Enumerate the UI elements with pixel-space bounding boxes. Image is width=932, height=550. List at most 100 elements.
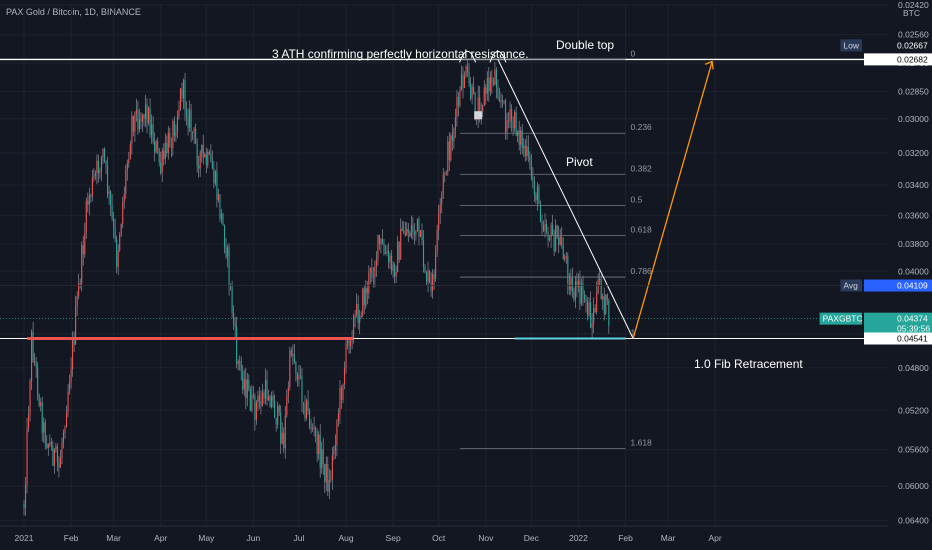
candle-body [541,222,543,226]
candle-body [518,130,520,145]
time-axis-tick: Mar [106,533,121,543]
candle-body [447,141,449,173]
candle-body [460,74,463,90]
candle-body [75,306,77,345]
candle-body [78,283,80,297]
candle-body [359,315,361,323]
time-axis-background [0,526,932,550]
candle-body [606,294,608,301]
candle-body [412,225,414,232]
candle-body [148,107,150,123]
candle-body [79,283,81,285]
candle-body [35,361,37,368]
candle-body [386,251,388,254]
candle-body [418,218,420,237]
candle-body [436,229,438,252]
candle-body [457,96,459,106]
candle-body [190,109,192,132]
candle-body [122,202,124,224]
candle-body [100,157,103,172]
candle-body [501,100,504,102]
candle-body [237,361,239,365]
candle-body [58,462,60,468]
candle-body [442,174,444,195]
candle-body [199,152,201,169]
candle-body [576,281,578,288]
candle-body [538,186,540,205]
candle-body [568,283,570,291]
candle-body [381,239,384,244]
candle-body [439,204,441,213]
candle-body [403,230,405,233]
candle-body [179,88,182,110]
candle-body [298,375,300,380]
candle-body [93,176,95,178]
candle-body [565,255,567,257]
candle-body [176,116,178,133]
candle-body [368,272,370,294]
annotation-double-top: Double top [556,38,614,52]
candle-body [226,247,229,257]
candle-body [445,172,447,174]
candle-body [466,66,469,72]
candle-body [547,232,549,241]
price-axis-background [888,0,932,550]
candle-body [213,168,215,184]
candle-body [252,394,254,396]
candle-body [248,379,250,390]
candle-body [135,110,137,114]
candle-body [164,142,166,160]
candle-body [302,402,305,405]
candle-body [585,299,587,302]
descending-trendline [497,59,634,339]
candle-body [222,213,224,226]
time-axis-tick: Apr [154,533,167,543]
candle-body [380,239,382,244]
candle-body [264,379,267,399]
candle-body [231,286,233,313]
candle-body [583,294,586,300]
candle-body [299,375,302,377]
candle-body [571,277,573,292]
candle-body [126,163,128,170]
price-axis-tick: 0.03600 [898,210,929,220]
candles [23,60,610,516]
candle-body [430,282,432,292]
candle-body [196,143,198,166]
candle-body [324,463,326,483]
candle-body [266,379,268,401]
candle-body [90,195,92,197]
candle-body [290,350,292,356]
candle-body [444,173,446,175]
candle-body [214,171,216,184]
candle-body [123,194,125,203]
candle-body [450,135,452,161]
candle-body [137,110,139,130]
candle-body [255,402,257,420]
candle-body [398,241,400,260]
candle-body [511,109,513,122]
candle-body [114,227,116,239]
candle-body [125,169,127,195]
candle-body [448,141,450,161]
candle-body [579,280,581,304]
candle-body [536,186,538,201]
price-label-tag: Low [843,40,859,50]
candle-body [384,253,387,255]
candle-body [553,234,555,252]
candle-body [102,148,104,158]
candle-body [103,148,106,162]
candle-body [570,277,572,291]
candle-body [73,338,75,345]
price-label-tag-box [840,279,862,292]
candle-body [577,280,579,288]
candle-body [591,323,593,328]
price-axis-tick: 0.06400 [898,515,929,525]
candle-body [562,245,564,260]
candle-body [228,247,230,285]
candle-body [158,148,160,163]
candle-body [268,396,270,401]
candle-body [395,272,397,277]
candle-body [588,302,590,316]
